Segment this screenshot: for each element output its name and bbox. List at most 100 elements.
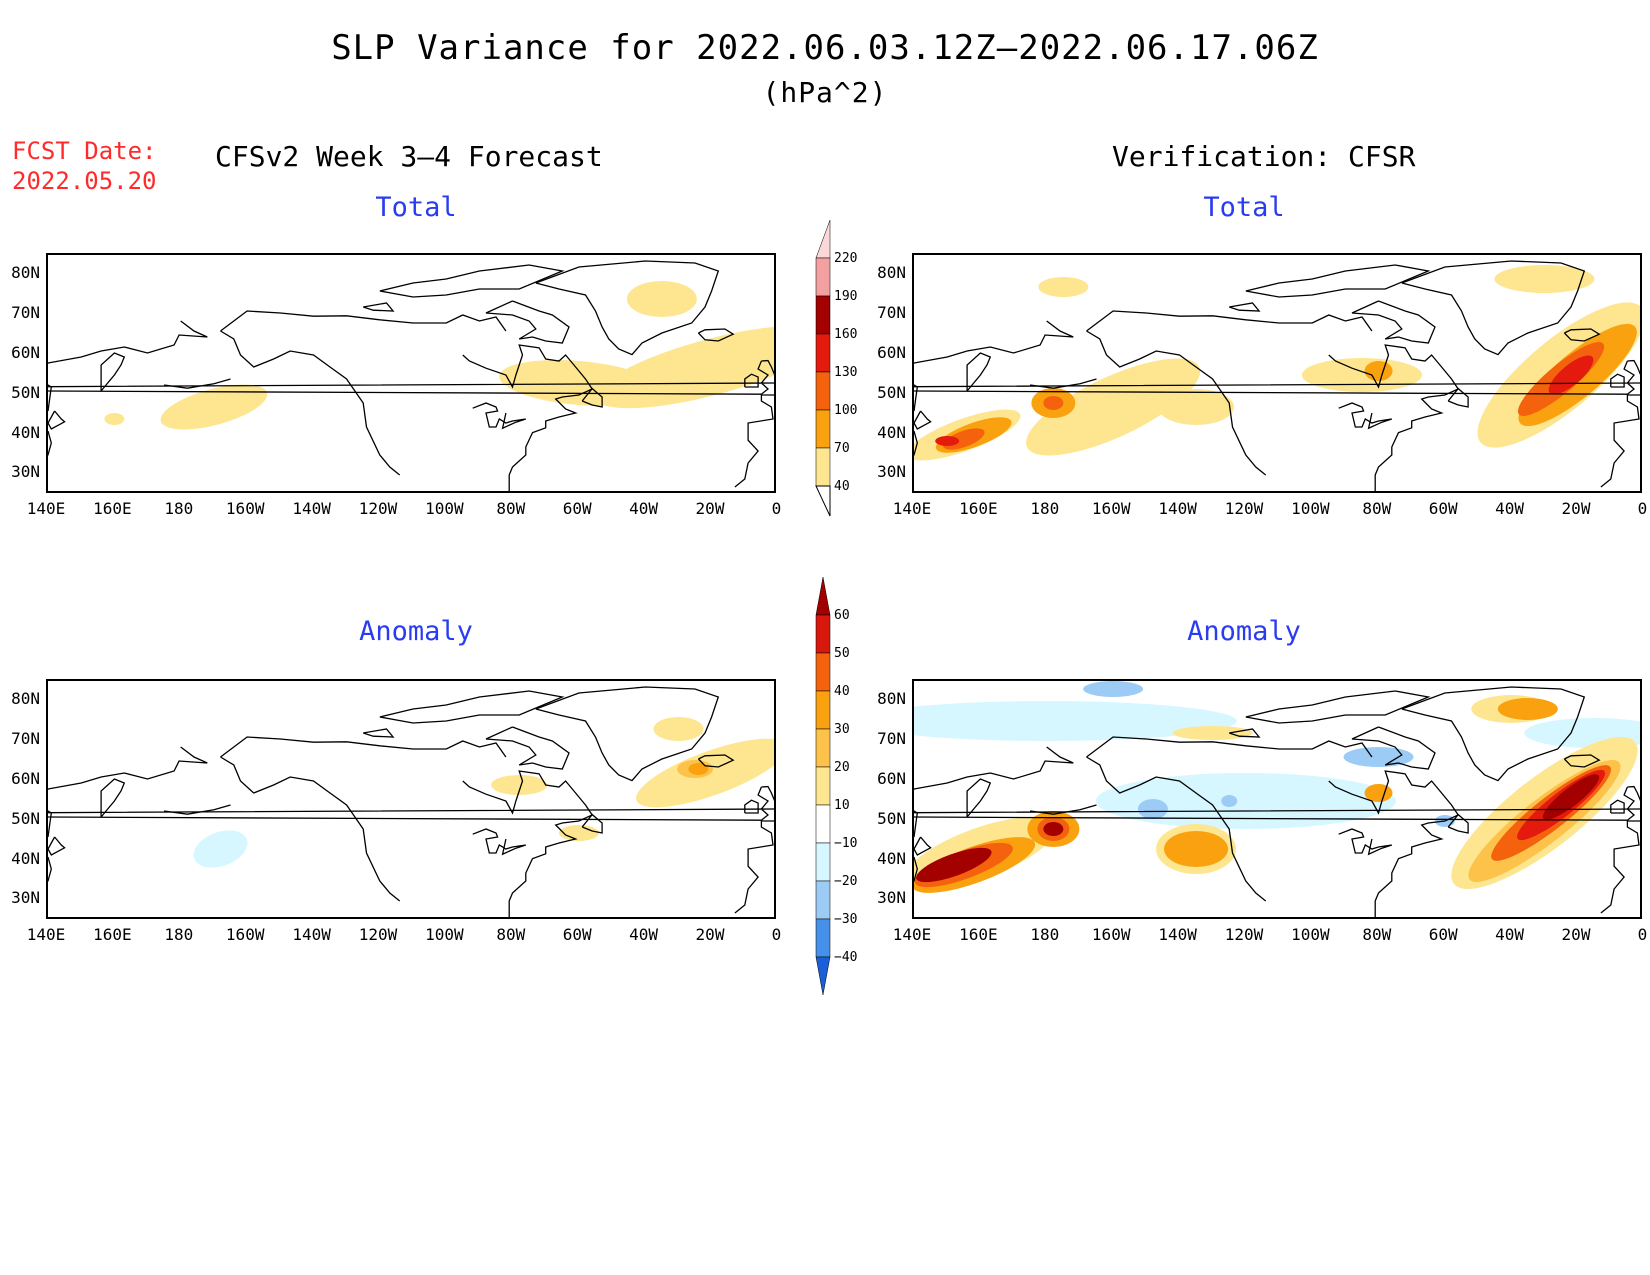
colorbar-arrow [815, 956, 831, 996]
variance-contour [1548, 355, 1594, 395]
variance-contour [193, 830, 248, 868]
lon-tick-label: 20W [695, 925, 725, 944]
lon-tick-label: 60W [1428, 925, 1458, 944]
variance-contour [626, 281, 697, 317]
coastline [1610, 373, 1625, 388]
colorbar-swatch [815, 371, 831, 411]
lon-tick-label: 160E [959, 925, 998, 944]
lon-tick-label: 20W [695, 499, 725, 518]
coastline [1610, 799, 1625, 814]
colorbar-swatch [815, 842, 831, 882]
lon-tick-label: 0 [1637, 925, 1648, 944]
colorbar-label: 190 [834, 289, 857, 304]
coastline [220, 330, 401, 476]
coastline [1351, 726, 1436, 770]
panel-title-br: Anomaly [1187, 616, 1301, 647]
lon-tick-label: 40W [629, 499, 659, 518]
lon-tick-label: 140E [26, 499, 66, 518]
coastline [734, 820, 774, 914]
colorbar-label: 30 [834, 722, 850, 737]
coastline [581, 813, 603, 834]
variance-contour [1038, 277, 1089, 297]
coastline [914, 359, 1640, 395]
lat-tick-label: 60N [11, 343, 40, 362]
coastline [744, 373, 759, 388]
panel-title-tl: Total [375, 192, 457, 223]
coastline [1086, 330, 1267, 476]
variance-contour [1164, 831, 1229, 867]
variance-contour [1083, 681, 1144, 697]
colorbar-swatch [815, 880, 831, 920]
fcst-date-block: FCST Date: 2022.05.20 [12, 136, 157, 196]
coastline [581, 387, 603, 408]
lat-tick-label: 80N [877, 689, 906, 708]
coastline [1338, 402, 1392, 430]
coastline [697, 328, 735, 342]
lat-tick-label: 80N [11, 689, 40, 708]
lon-tick-label: 120W [358, 925, 398, 944]
coastline [1600, 820, 1640, 914]
lon-tick-label: 160E [959, 499, 998, 518]
coastline [1086, 310, 1373, 332]
coastline [48, 430, 52, 456]
coastline [535, 260, 720, 356]
lat-tick-label: 50N [11, 383, 40, 402]
lat-tick-label: 60N [877, 343, 906, 362]
variance-contour [636, 738, 774, 808]
page-title: SLP Variance for 2022.06.03.12Z—2022.06.… [331, 28, 1319, 68]
lon-tick-label: 20W [1561, 499, 1591, 518]
coastline [914, 746, 1074, 838]
variance-contour [491, 775, 548, 795]
variance-contour [935, 436, 960, 446]
coastline [734, 394, 774, 488]
coastline [1401, 260, 1586, 356]
lon-tick-label: 80W [1362, 499, 1392, 518]
lon-tick-label: 100W [1291, 499, 1330, 518]
coastline [220, 310, 507, 332]
left-header: CFSv2 Week 3—4 Forecast [215, 140, 603, 173]
lat-tick-label: 60N [877, 769, 906, 788]
variance-contour [499, 360, 659, 406]
coastline [363, 302, 395, 312]
coastline [1447, 387, 1469, 408]
coastline [379, 690, 565, 724]
variance-contour [1158, 389, 1235, 425]
variance-contour [1542, 774, 1600, 820]
coastline [48, 836, 66, 856]
colorbar-label: −20 [834, 874, 857, 889]
lon-tick-label: 20W [1561, 925, 1591, 944]
map-panel-forecast-anomaly [46, 679, 776, 919]
coastline [1245, 690, 1431, 724]
coastline [1030, 378, 1097, 389]
lat-tick-label: 30N [877, 462, 906, 481]
coastline [100, 778, 126, 818]
colorbar-swatch [815, 728, 831, 768]
lat-tick-label: 40N [877, 849, 906, 868]
coastline [914, 430, 918, 456]
coastline [914, 410, 932, 430]
lon-tick-label: 160E [93, 499, 132, 518]
variance-contour [914, 701, 1237, 741]
colorbar-label: −40 [834, 950, 857, 965]
lat-tick-label: 50N [877, 383, 906, 402]
variance-contour [1364, 361, 1393, 381]
coastline [379, 264, 565, 298]
lat-tick-label: 70N [11, 303, 40, 322]
lon-tick-label: 180 [164, 925, 194, 944]
variance-contour [1221, 795, 1238, 807]
anomaly-colorbar: 60 50 40 30 20 10 −10 −20 −30 −40 [815, 576, 857, 996]
colorbar-label: 20 [834, 760, 850, 775]
colorbar-label: 100 [834, 403, 857, 418]
colorbar-swatch [815, 409, 831, 449]
coastline [966, 778, 992, 818]
coastline [48, 785, 774, 821]
coastline [914, 856, 918, 882]
lon-tick-label: 140E [892, 499, 932, 518]
variance-contour [1301, 358, 1422, 392]
lat-tick-label: 70N [877, 303, 906, 322]
total-colorbar: 40 70 100 130 160 190 220 [815, 219, 857, 517]
lon-tick-label: 140W [1158, 925, 1197, 944]
lon-tick-label: 180 [164, 499, 194, 518]
colorbar-swatch [815, 447, 831, 487]
colorbar-label: 60 [834, 608, 850, 623]
